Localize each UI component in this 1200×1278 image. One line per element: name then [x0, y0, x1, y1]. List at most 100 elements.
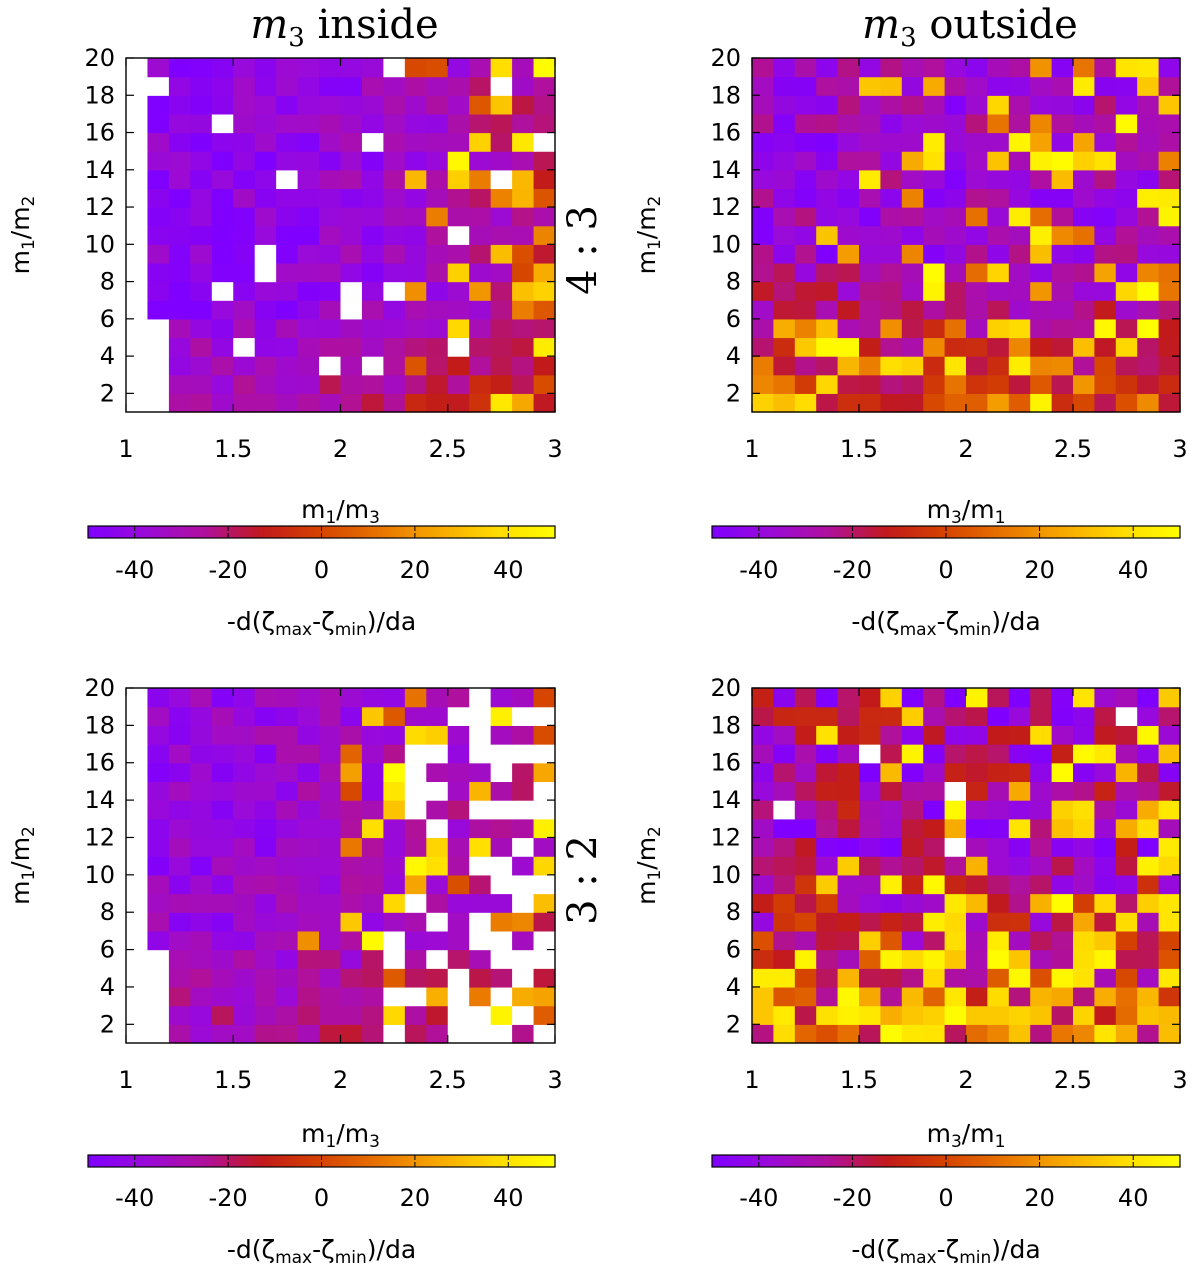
- heatmap-cell: [1051, 151, 1074, 171]
- heatmap-cell: [923, 58, 946, 78]
- heatmap-cell: [859, 151, 881, 171]
- heatmap-cell: [426, 188, 449, 208]
- heatmap-cell: [1158, 762, 1181, 783]
- heatmap-cell: [469, 818, 492, 839]
- heatmap-cell: [794, 893, 817, 913]
- heatmap-cell: [404, 281, 427, 301]
- heatmap-cell: [923, 337, 946, 357]
- heatmap-cell: [923, 818, 946, 839]
- heatmap-cell: [426, 1005, 449, 1025]
- heatmap-cell: [1051, 986, 1074, 1007]
- heatmap-cell: [923, 188, 946, 208]
- heatmap-cell: [1073, 262, 1095, 283]
- heatmap-cell: [340, 58, 363, 78]
- heatmap-cell: [1137, 949, 1160, 969]
- heatmap-cell: [276, 744, 299, 764]
- heatmap-cell: [276, 800, 299, 820]
- heatmap-cell: [297, 1005, 320, 1025]
- heatmap-cell: [816, 337, 839, 357]
- y-tick-label: 4: [726, 973, 741, 1001]
- heatmap-cell: [447, 912, 470, 932]
- heatmap-cell: [233, 818, 256, 839]
- heatmap-cell: [966, 837, 988, 857]
- colorbar-tick-label: 20: [1024, 556, 1055, 584]
- heatmap-cell: [1051, 781, 1074, 801]
- heatmap-cell: [987, 132, 1010, 152]
- heatmap-cells: [126, 688, 556, 1044]
- heatmap-cell: [837, 300, 860, 320]
- heatmap-cell: [426, 856, 449, 876]
- heatmap-cell: [966, 374, 988, 394]
- heatmap-cell: [1073, 169, 1095, 190]
- heatmap-cell: [233, 837, 256, 857]
- heatmap-cell: [512, 151, 535, 171]
- heatmap-cell: [126, 393, 149, 413]
- heatmap-cell: [404, 207, 427, 227]
- heatmap-cell: [1051, 300, 1074, 320]
- heatmap-cell: [1073, 95, 1095, 115]
- heatmap-cell: [383, 837, 406, 857]
- heatmap-cell: [944, 744, 967, 764]
- heatmap-cell: [1051, 1024, 1074, 1044]
- heatmap-cell: [794, 874, 817, 895]
- heatmap-cell: [1051, 930, 1074, 951]
- heatmap-cell: [1030, 818, 1053, 839]
- heatmap-cell: [469, 356, 492, 376]
- heatmap-cell: [752, 893, 774, 913]
- heatmap-cell: [1030, 706, 1053, 726]
- heatmap-cell: [1030, 225, 1053, 245]
- heatmap-cell: [233, 113, 256, 134]
- heatmap-cell: [361, 151, 384, 171]
- heatmap-cell: [404, 762, 427, 783]
- heatmap-cell: [297, 356, 320, 376]
- heatmap-cell: [859, 337, 881, 357]
- heatmap-cell: [190, 725, 213, 745]
- heatmap-cell: [1115, 1024, 1138, 1044]
- heatmap-cell: [190, 356, 213, 376]
- heatmap-cell: [490, 725, 513, 745]
- heatmap-cell: [1094, 968, 1117, 988]
- heatmap-cell: [340, 986, 363, 1007]
- heatmap-cell: [794, 986, 817, 1007]
- heatmap-cell: [404, 744, 427, 764]
- heatmap-cell: [297, 968, 320, 988]
- colorbar: -40 -20 0 20 40-d(ζmax-ζmin)/da: [87, 525, 556, 640]
- heatmap-cell: [773, 930, 796, 951]
- heatmap-cell: [490, 706, 513, 726]
- heatmap-cell: [1073, 58, 1095, 78]
- heatmap-cell: [752, 1024, 774, 1044]
- heatmap-cell: [297, 132, 320, 152]
- heatmap-cell: [383, 374, 406, 394]
- heatmap-cell: [944, 58, 967, 78]
- heatmap-cell: [211, 949, 234, 969]
- heatmap-cell: [987, 225, 1010, 245]
- heatmap-cell: [319, 800, 342, 820]
- heatmap-cell: [469, 781, 492, 801]
- heatmap-cell: [987, 1024, 1010, 1044]
- heatmap-cell: [126, 281, 149, 301]
- heatmap-cell: [276, 762, 299, 783]
- heatmap-cell: [211, 725, 234, 745]
- heatmap-cell: [1158, 244, 1181, 264]
- heatmap-cell: [426, 800, 449, 820]
- heatmap-cell: [1073, 688, 1095, 708]
- heatmap-cell: [168, 874, 191, 895]
- heatmap-cell: [190, 930, 213, 951]
- resonance-label: 3 : 2: [560, 835, 606, 925]
- heatmap-cell: [1115, 169, 1138, 190]
- heatmap-cell: [168, 262, 191, 283]
- heatmap-cell: [1051, 912, 1074, 932]
- heatmap-cell: [1158, 393, 1181, 413]
- heatmap-cell: [773, 262, 796, 283]
- heatmap-cell: [966, 151, 988, 171]
- heatmap-cell: [1094, 300, 1117, 320]
- heatmap-cell: [1073, 132, 1095, 152]
- heatmap-cell: [1051, 113, 1074, 134]
- heatmap-cell: [816, 893, 839, 913]
- heatmap-cell: [1115, 688, 1138, 708]
- heatmap-cell: [1115, 76, 1138, 96]
- heatmap-cell: [1051, 188, 1074, 208]
- heatmap-cell: [1158, 1005, 1181, 1025]
- colorbar-tick-label: 20: [400, 1184, 431, 1212]
